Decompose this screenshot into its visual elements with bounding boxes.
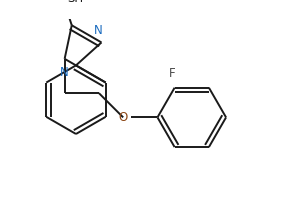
Text: N: N <box>94 24 103 37</box>
Text: N: N <box>60 66 69 79</box>
Text: SH: SH <box>68 0 84 5</box>
Text: O: O <box>119 111 128 124</box>
Text: F: F <box>169 67 176 80</box>
